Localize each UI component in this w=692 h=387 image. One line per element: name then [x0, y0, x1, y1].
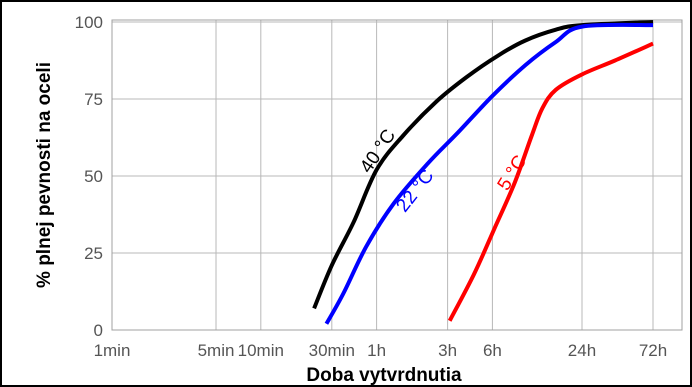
series-line-0: [312, 20, 654, 310]
x-tick-label: 1h: [367, 341, 386, 360]
x-axis-label: Doba vytvrdnutia: [306, 365, 462, 386]
x-tick-label: 10min: [238, 341, 284, 360]
plot-area-border: [111, 19, 683, 331]
y-axis-label: % plnej pevnosti na oceli: [34, 62, 55, 288]
y-tick-label: 100: [75, 13, 103, 32]
series-line-2: [447, 41, 654, 322]
x-tick-label: 72h: [639, 341, 667, 360]
plot-area-rect: [111, 19, 683, 331]
y-tick-label: 50: [84, 167, 103, 186]
series-lines: [312, 20, 654, 325]
y-tick-label: 25: [84, 244, 103, 263]
series-line-1: [324, 22, 654, 325]
x-tick-label: 3h: [438, 341, 457, 360]
x-tick-label: 1min: [94, 341, 131, 360]
x-tick-label: 5min: [198, 341, 235, 360]
x-tick-label: 6h: [483, 341, 502, 360]
x-tick-label: 24h: [568, 341, 596, 360]
y-tick-label: 75: [84, 90, 103, 109]
y-tick-label: 0: [94, 321, 103, 340]
tick-labels: 1min 5min 10min 30min 1h 3h 6h 24h 72h 0 25 50 75 100: [75, 13, 668, 360]
x-tick-label: 30min: [309, 341, 355, 360]
